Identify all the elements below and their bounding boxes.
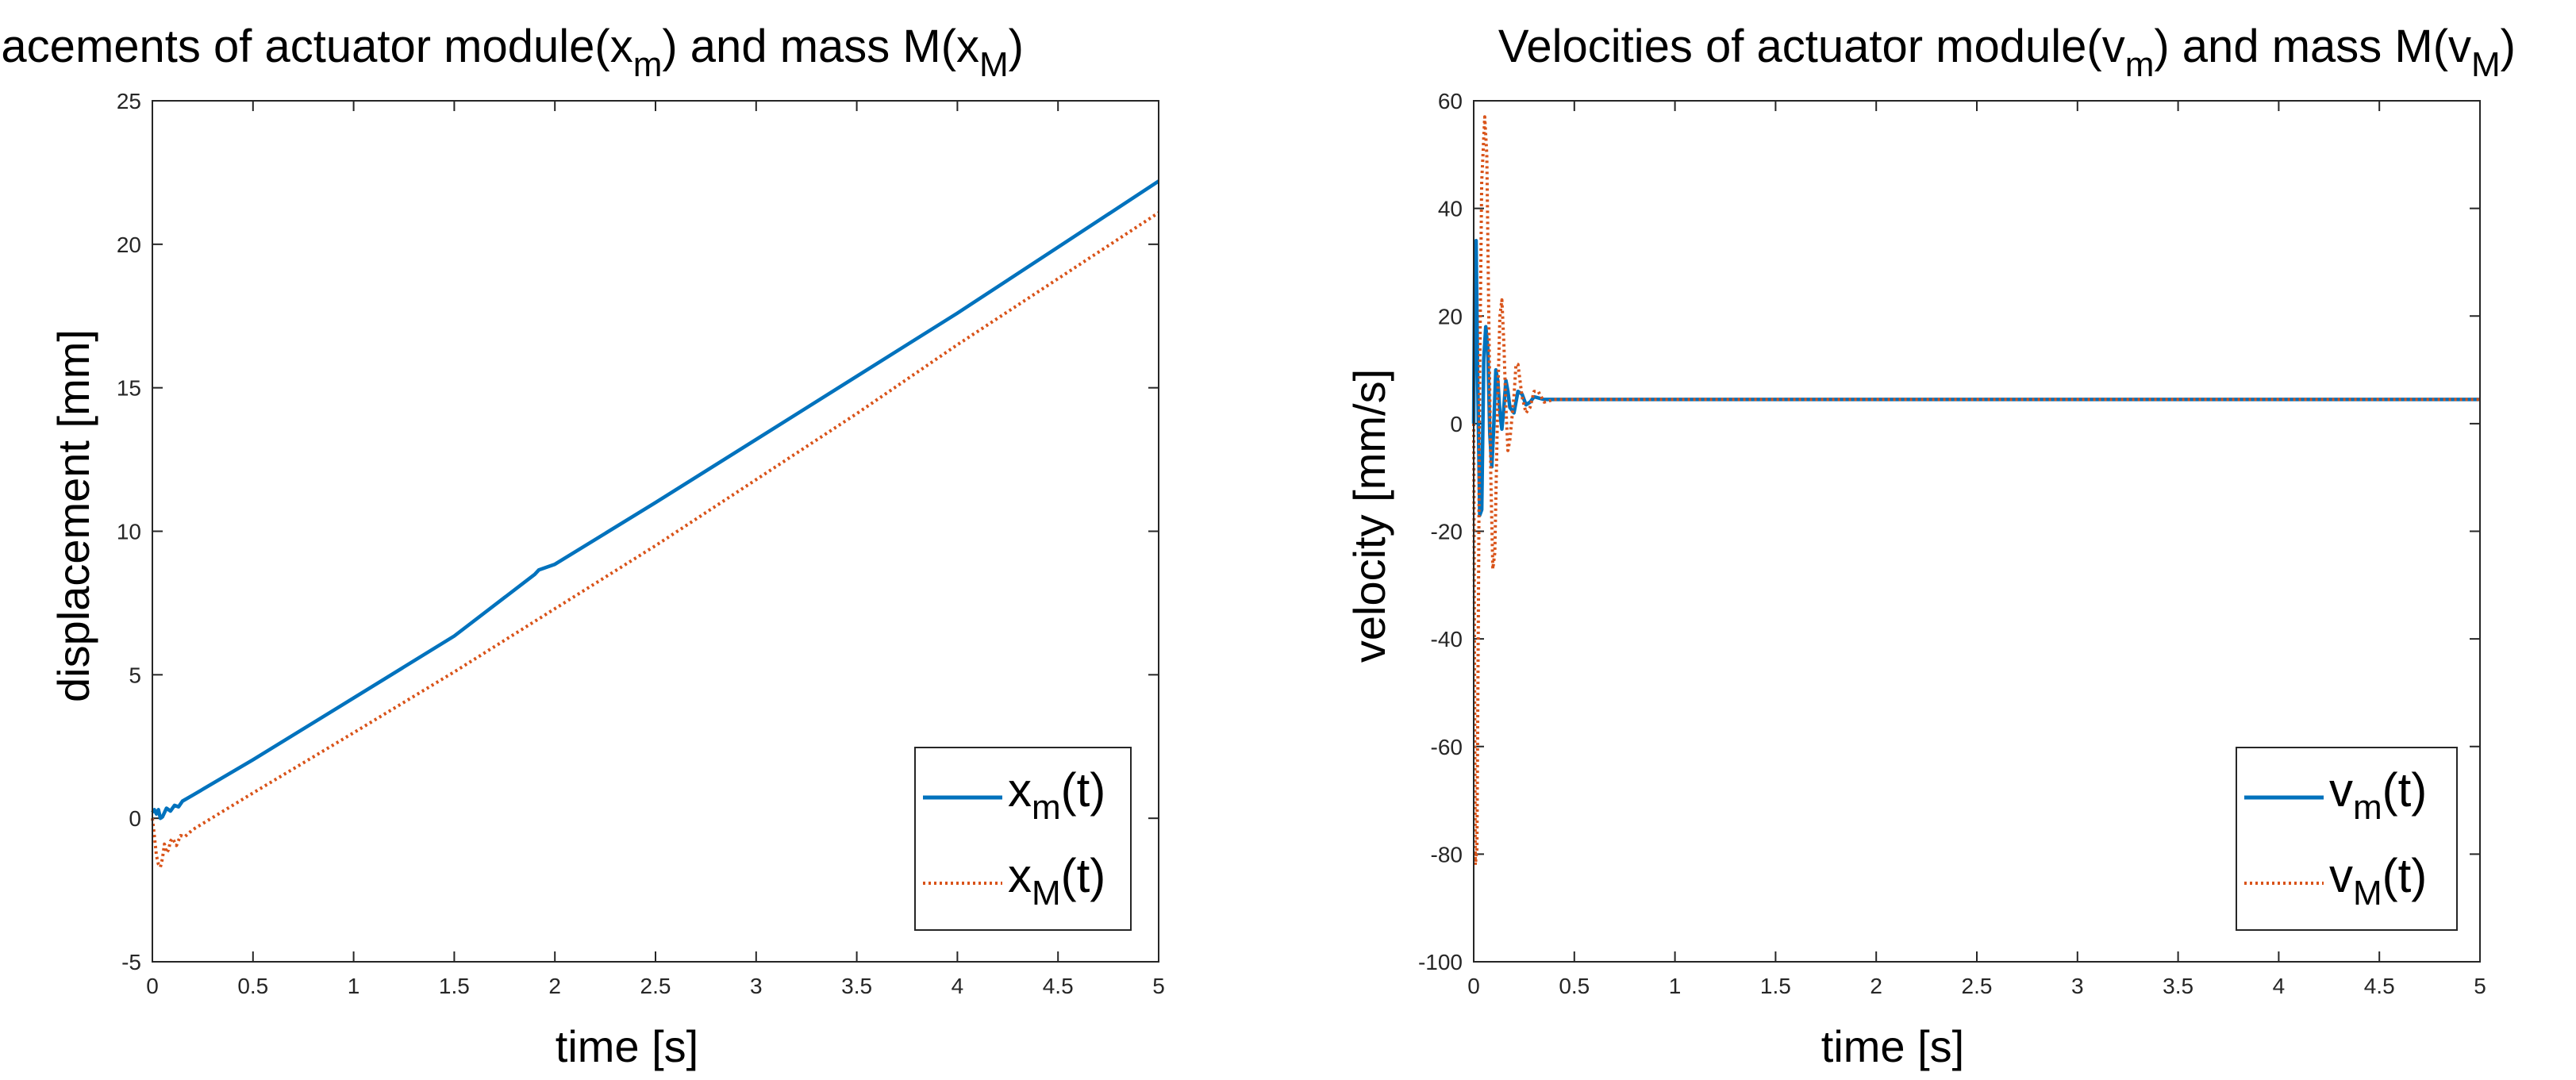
y-tick-label: 5	[129, 663, 141, 687]
chart-title: Velocities of actuator module(vm) and ma…	[1498, 21, 2516, 84]
x-tick-label: 4.5	[2364, 974, 2395, 998]
y-axis-label: velocity [mm/s]	[1344, 369, 1394, 663]
y-tick-label: 20	[117, 233, 141, 257]
x-tick-label: 1	[1669, 974, 1682, 998]
velocity-chart: Velocities of actuator module(vm) and ma…	[1344, 21, 2516, 1071]
x-axis-label: time [s]	[556, 1021, 698, 1071]
legend-box	[2236, 747, 2458, 931]
x-tick-label: 2	[1870, 974, 1882, 998]
y-axis-label: displacement [mm]	[48, 329, 98, 702]
x-tick-label: 5	[1152, 974, 1165, 998]
y-tick-label: -60	[1431, 735, 1463, 759]
x-tick-label: 1.5	[1760, 974, 1791, 998]
x-tick-label: 0	[1467, 974, 1480, 998]
x-tick-label: 3	[2071, 974, 2084, 998]
y-tick-label: -100	[1418, 950, 1463, 974]
y-tick-label: -5	[121, 950, 141, 974]
x-tick-label: 4	[952, 974, 964, 998]
x-axis-label: time [s]	[1821, 1021, 1964, 1071]
x-tick-label: 0.5	[1559, 974, 1590, 998]
series-line-v-m-t-dotted	[1472, 115, 2480, 867]
chart-title: Displacements of actuator module(xm) and…	[0, 21, 1024, 84]
legend-box	[914, 747, 1132, 931]
y-tick-label: -40	[1431, 627, 1463, 651]
x-tick-label: 4.5	[1043, 974, 1074, 998]
legend-label-v-m: vm(t)	[2329, 763, 2427, 827]
series-line-x-m-t-dotted	[151, 211, 1160, 869]
y-tick-label: -80	[1431, 842, 1463, 867]
x-tick-label: 4	[2273, 974, 2286, 998]
x-tick-label: 1	[348, 974, 360, 998]
x-tick-label: 3.5	[841, 974, 872, 998]
plot-frame	[1473, 100, 2481, 963]
y-tick-label: 40	[1438, 197, 1463, 221]
x-tick-label: 5	[2474, 974, 2486, 998]
x-tick-label: 1.5	[439, 974, 470, 998]
x-tick-label: 2.5	[1962, 974, 1993, 998]
y-tick-label: 20	[1438, 304, 1463, 329]
legend-label-v-M: vM(t)	[2329, 849, 2427, 913]
x-tick-label: 0.5	[237, 974, 268, 998]
x-tick-label: 2.5	[640, 974, 671, 998]
y-tick-label: 60	[1438, 89, 1463, 113]
x-tick-label: 3	[750, 974, 763, 998]
legend-label-x-M: xM(t)	[1008, 849, 1105, 913]
y-tick-label: -20	[1431, 520, 1463, 544]
plot-frame	[152, 100, 1159, 963]
legend-label-x-m: xm(t)	[1008, 763, 1105, 827]
series-line-x-m-t-solid	[151, 179, 1160, 821]
y-tick-label: 10	[117, 520, 141, 544]
x-tick-label: 0	[146, 974, 159, 998]
displacement-chart: Displacements of actuator module(xm) and…	[0, 21, 1165, 1071]
legend: vm(t) vM(t)	[2236, 747, 2458, 931]
y-tick-label: 0	[129, 806, 141, 831]
y-tick-label: 25	[117, 89, 141, 113]
x-tick-label: 3.5	[2163, 974, 2193, 998]
series-line-v-m-t-solid	[1471, 239, 2480, 517]
legend: xm(t) xM(t)	[914, 747, 1132, 931]
y-tick-label: 15	[117, 376, 141, 401]
y-tick-label: 0	[1450, 412, 1463, 436]
x-tick-label: 2	[548, 974, 561, 998]
